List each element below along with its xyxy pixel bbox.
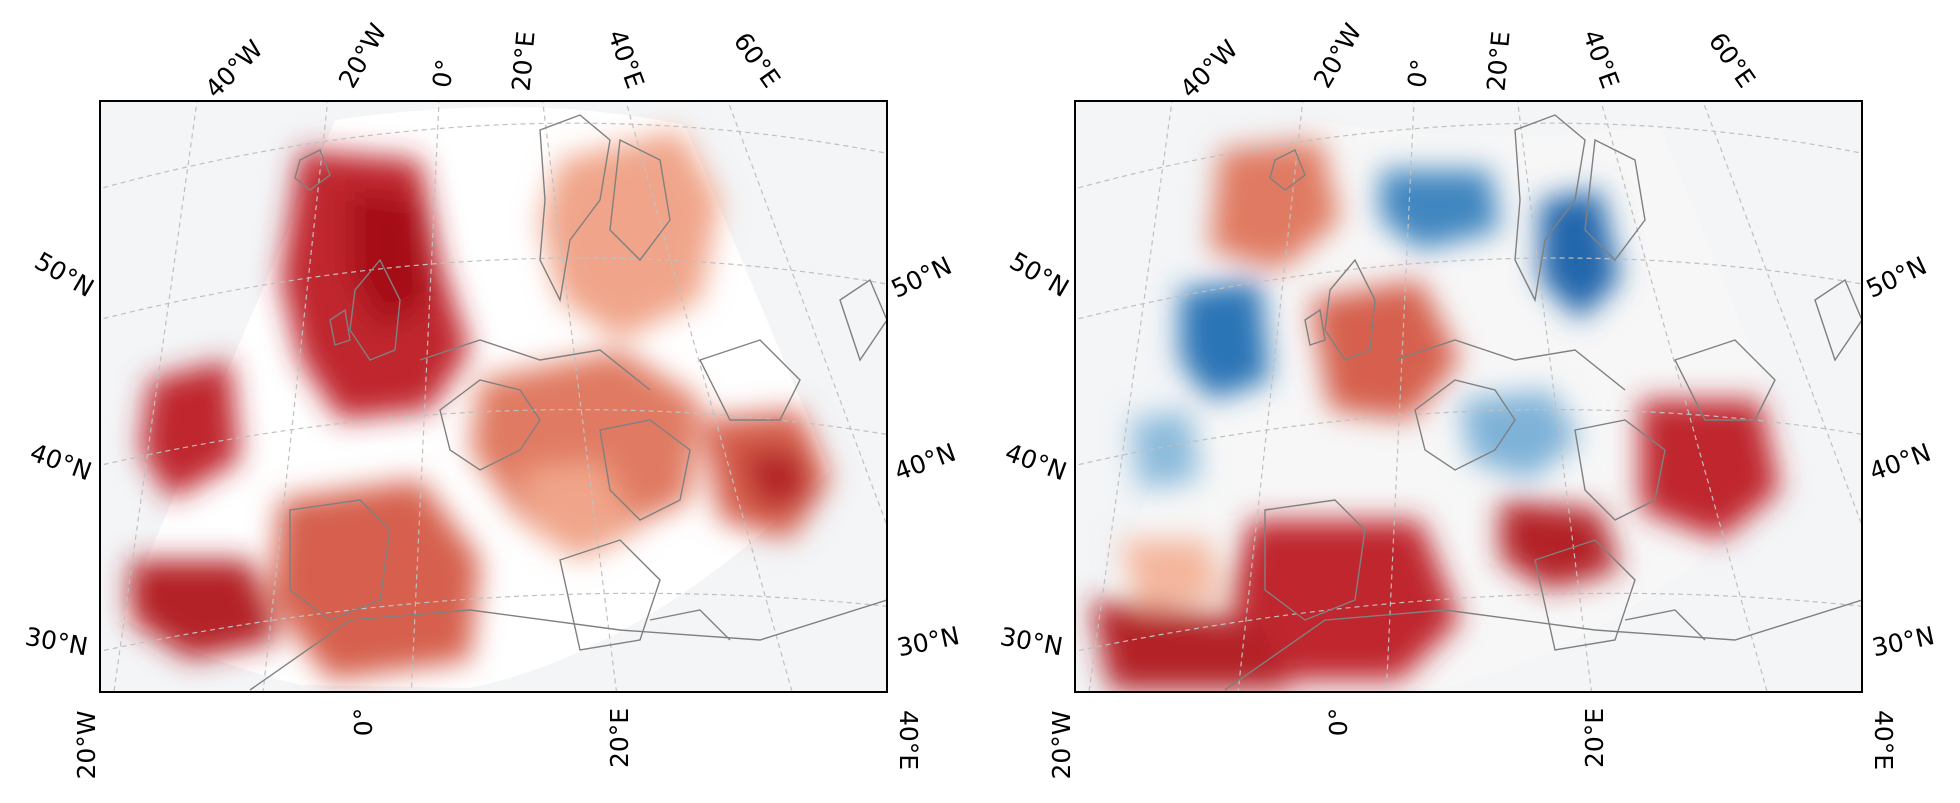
map-frame-right <box>1074 100 1863 693</box>
top-lon-label: 20°E <box>506 30 540 92</box>
coastlines-right <box>1224 114 1862 691</box>
anomaly-patch-atlantic-blue <box>1180 280 1270 400</box>
anomaly-patch-atlantic-core <box>350 190 430 330</box>
bottom-lon-label: 40°E <box>894 710 923 770</box>
anomaly-patch-balkans <box>1500 500 1620 590</box>
left-lat-label: 40°N <box>26 438 95 487</box>
right-lat-label: 50°N <box>1862 251 1931 304</box>
anomaly-patch-southwest-light <box>1120 540 1220 610</box>
map-panel-left: 40°W 20°W 0° 20°E 40°E 60°E 20°W 0° 20°E… <box>0 0 980 799</box>
anomaly-patch-east <box>1640 400 1780 540</box>
right-lat-label: 30°N <box>1869 621 1937 662</box>
bottom-lon-label: 20°W <box>1047 710 1076 779</box>
map-frame-left <box>99 100 888 693</box>
left-lat-label: 50°N <box>30 246 99 303</box>
map-panel-right: 40°W 20°W 0° 20°E 40°E 60°E 20°W 0° 20°E… <box>980 0 1960 799</box>
top-lon-label: 40°E <box>602 26 650 92</box>
left-lat-label: 30°N <box>998 622 1065 662</box>
anomaly-field-left <box>130 130 830 680</box>
bottom-lon-label: 40°E <box>1869 710 1898 770</box>
anomaly-patch-iberia <box>1230 520 1460 680</box>
top-lon-label: 60°E <box>1703 27 1761 93</box>
bottom-lon-label: 20°E <box>1580 708 1609 768</box>
top-lon-label: 60°E <box>728 27 786 93</box>
top-lon-label: 20°W <box>1308 19 1368 93</box>
graticule-right <box>1075 101 1862 692</box>
anomaly-patch-central-blue <box>1460 390 1580 480</box>
right-lat-label: 30°N <box>894 621 962 662</box>
anomaly-patch-southwest <box>1090 600 1290 690</box>
left-lat-label: 40°N <box>1001 438 1070 487</box>
top-lon-label: 40°W <box>199 34 268 103</box>
anomaly-patch-west-blue <box>1130 410 1200 490</box>
top-lon-label: 20°W <box>333 19 393 93</box>
map-svg-right: 40°W 20°W 0° 20°E 40°E 60°E 20°W 0° 20°E… <box>998 19 1937 780</box>
anomaly-patch-scandinavia <box>540 130 720 340</box>
anomaly-patch-iberia <box>270 480 480 680</box>
graticule-left <box>100 101 887 692</box>
anomaly-patch-southwest <box>130 560 280 660</box>
bottom-lon-label: 20°E <box>605 708 634 768</box>
left-lat-label: 30°N <box>23 622 90 662</box>
top-lon-label: 0° <box>427 57 460 90</box>
anomaly-patch-atlantic-north <box>1210 140 1340 270</box>
bottom-lon-label: 0° <box>349 708 378 736</box>
map-svg-left: 40°W 20°W 0° 20°E 40°E 60°E 20°W 0° 20°E… <box>23 19 962 780</box>
anomaly-patch-west <box>140 360 240 500</box>
top-lon-label: 0° <box>1402 57 1435 90</box>
right-lat-label: 40°N <box>1866 438 1935 487</box>
right-lat-label: 40°N <box>891 438 960 487</box>
top-lon-label: 40°W <box>1174 34 1243 103</box>
top-lon-label: 20°E <box>1481 30 1515 92</box>
anomaly-patch-north-sea <box>1310 280 1460 420</box>
left-lat-label: 50°N <box>1005 246 1074 303</box>
top-lon-label: 40°E <box>1577 26 1625 92</box>
anomaly-patch-balkans <box>520 460 640 560</box>
bottom-lon-label: 20°W <box>72 710 101 779</box>
anomaly-field-right <box>1090 140 1780 690</box>
bottom-lon-label: 0° <box>1324 708 1353 736</box>
anomaly-patch-scandinavia-blue <box>1540 190 1620 320</box>
anomaly-patch-east-core <box>740 450 810 510</box>
right-lat-label: 50°N <box>887 251 956 304</box>
coastlines-left <box>249 114 887 691</box>
